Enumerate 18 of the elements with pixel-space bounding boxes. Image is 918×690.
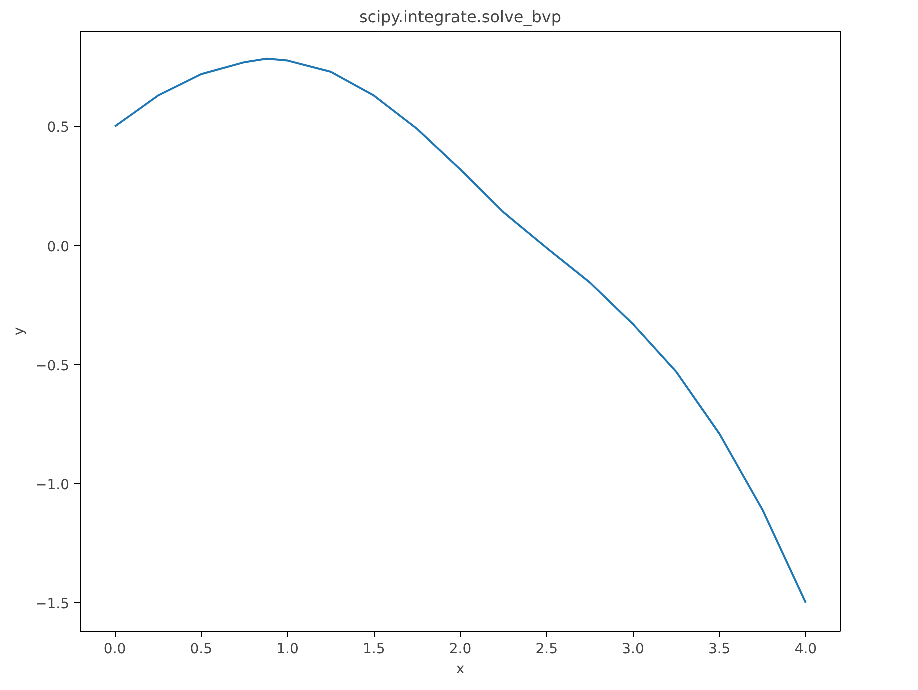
y-tick-label: −1.5	[36, 596, 70, 612]
x-tick-label: 0.5	[190, 642, 213, 658]
x-tick-label: 2.0	[449, 642, 472, 658]
x-tick-label: 1.0	[276, 642, 299, 658]
x-tick-label: 3.5	[708, 642, 731, 658]
y-tick-label: −1.0	[36, 477, 70, 494]
x-tick-label: 0.0	[104, 642, 126, 658]
x-tick-label: 3.0	[622, 642, 644, 658]
y-tick-label: 0.5	[47, 120, 70, 136]
x-tick-label: 1.5	[363, 642, 386, 658]
y-axis-title: y	[12, 327, 28, 336]
chart-title: scipy.integrate.solve_bvp	[359, 8, 562, 26]
x-axis-title: x	[456, 662, 465, 678]
x-tick-label: 2.5	[536, 642, 558, 658]
line-series	[114, 58, 807, 604]
x-tick-label: 4.0	[794, 642, 818, 658]
y-tick-label: −0.5	[36, 358, 70, 374]
y-tick-label: 0.0	[47, 239, 70, 256]
